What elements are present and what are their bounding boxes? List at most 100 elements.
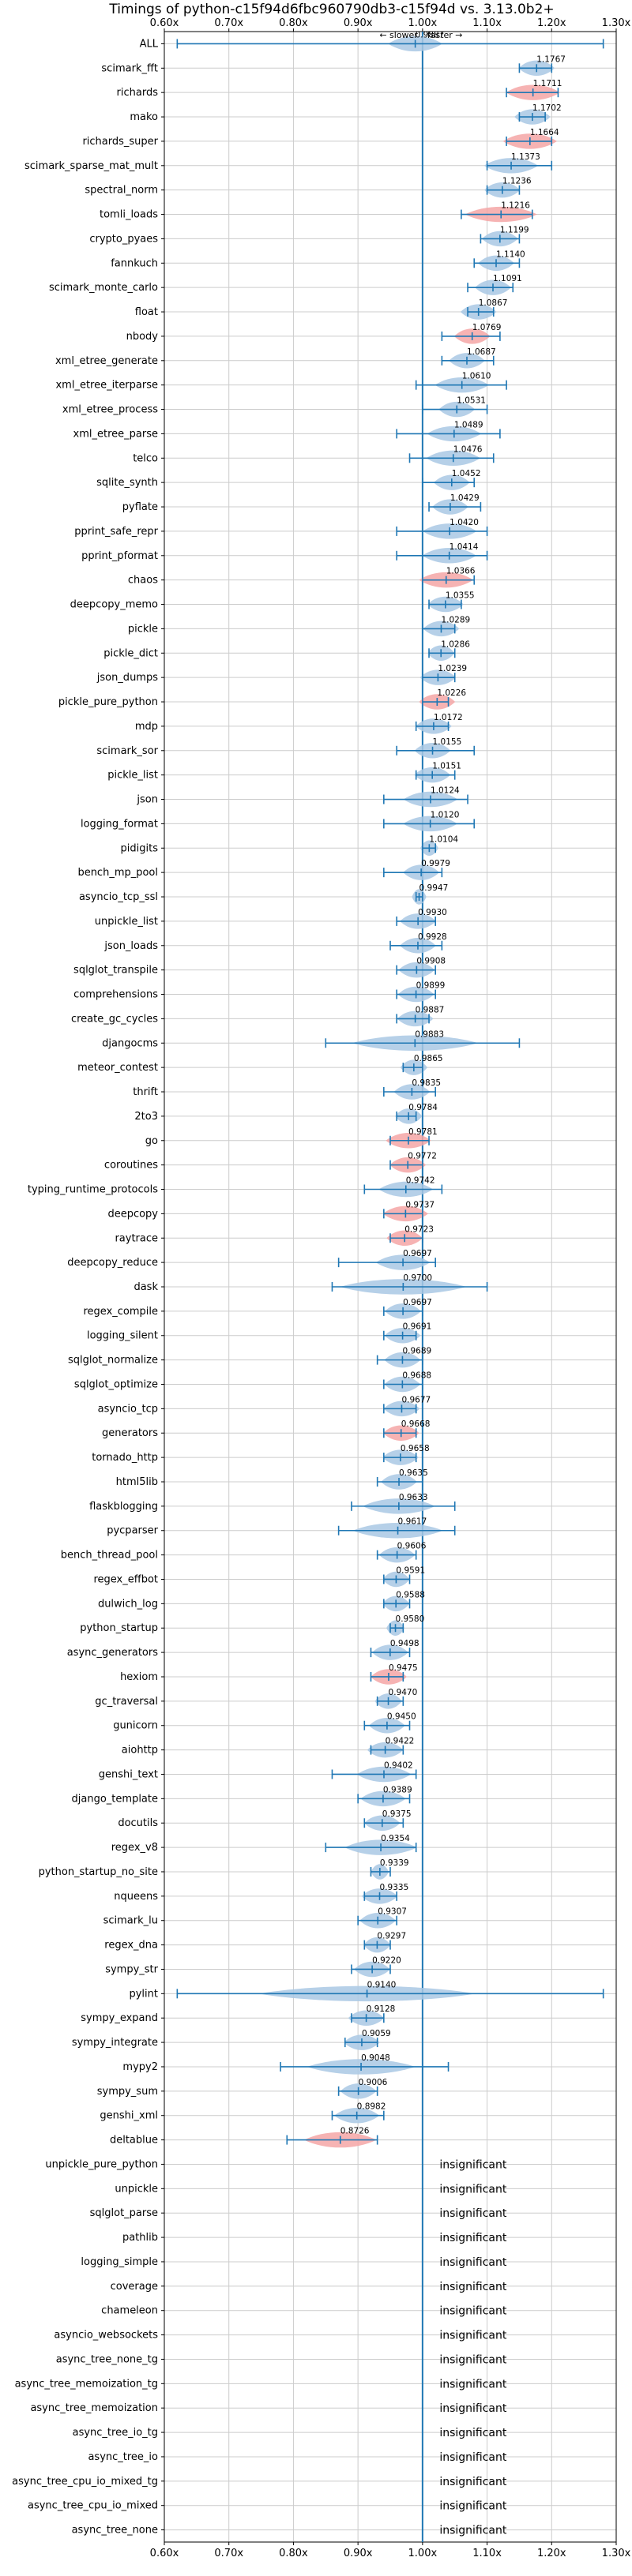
value-label: 0.9498 — [390, 1639, 419, 1648]
value-label: 0.9887 — [416, 30, 445, 39]
row-label: xml_etree_generate — [55, 355, 158, 367]
value-label: 0.8982 — [357, 2102, 386, 2112]
value-label: 1.0420 — [450, 518, 479, 527]
value-label: 0.9658 — [401, 1444, 430, 1453]
row-label: genshi_xml — [100, 2110, 158, 2122]
row-label: sqlglot_parse — [90, 2207, 158, 2219]
value-label: 0.9389 — [383, 1785, 412, 1794]
row-label: regex_effbot — [93, 1573, 158, 1585]
value-label: 1.0120 — [431, 810, 460, 819]
value-label: 1.0610 — [462, 372, 491, 381]
value-label: 1.1199 — [500, 225, 529, 234]
value-label: 0.9402 — [384, 1760, 413, 1770]
row-label: tornado_http — [92, 1452, 158, 1464]
insignificant-label: insignificant — [439, 2207, 507, 2220]
row-label: regex_v8 — [111, 1842, 158, 1854]
row-label: logging_format — [81, 818, 158, 830]
row-label: sympy_integrate — [72, 2037, 158, 2049]
slower-label: ← slower — [379, 30, 418, 40]
value-label: 1.0151 — [432, 762, 461, 771]
row-label: richards — [117, 87, 159, 99]
row-label: pprint_safe_repr — [74, 526, 158, 538]
value-label: 1.0366 — [446, 567, 476, 576]
value-label: 0.9930 — [418, 908, 447, 917]
insignificant-label: insignificant — [439, 2525, 507, 2537]
value-label: 0.9591 — [396, 1565, 425, 1575]
x-tick-label-bottom: 1.00x — [408, 2548, 438, 2559]
row-label: sympy_str — [105, 1963, 158, 1975]
value-label: 1.0476 — [453, 444, 483, 454]
value-label: 0.9723 — [404, 1224, 434, 1234]
row-label: python_startup — [80, 1622, 158, 1634]
row-label: chameleon — [101, 2305, 158, 2317]
row-label: gc_traversal — [95, 1696, 158, 1708]
value-label: 1.1702 — [532, 103, 562, 113]
row-label: xml_etree_parse — [73, 428, 158, 440]
insignificant-label: insignificant — [439, 2378, 507, 2390]
row-label: deepcopy_reduce — [67, 1257, 158, 1269]
value-label: 0.9883 — [415, 1029, 444, 1039]
value-label: 1.1711 — [533, 79, 562, 88]
value-label: 0.9635 — [399, 1468, 428, 1478]
row-label: coroutines — [104, 1160, 158, 1172]
value-label: 0.9668 — [401, 1419, 431, 1429]
value-label: 1.0867 — [479, 298, 508, 308]
row-label: async_tree_cpu_io_mixed_tg — [12, 2476, 158, 2488]
value-label: 1.0172 — [434, 713, 463, 722]
value-label: 0.9697 — [403, 1298, 432, 1307]
row-label: mako — [130, 111, 158, 123]
value-label: 1.1373 — [511, 152, 540, 162]
insignificant-label: insignificant — [439, 2402, 507, 2415]
row-label: pprint_pformat — [81, 550, 158, 562]
value-label: 1.1767 — [536, 54, 566, 64]
row-label: logging_simple — [81, 2256, 158, 2268]
value-label: 1.0429 — [450, 493, 480, 503]
value-label: 0.8726 — [340, 2127, 370, 2136]
row-label: asyncio_tcp — [98, 1403, 158, 1415]
value-label: 0.9700 — [403, 1273, 432, 1283]
row-label: spectral_norm — [85, 185, 158, 197]
insignificant-label: insignificant — [439, 2158, 507, 2171]
row-label: unpickle_list — [95, 916, 158, 928]
value-label: 1.0769 — [472, 323, 502, 332]
value-label: 1.0286 — [441, 639, 470, 649]
value-label: 0.9784 — [408, 1103, 438, 1112]
insignificant-label: insignificant — [439, 2281, 507, 2293]
row-label: dask — [134, 1281, 158, 1293]
row-label: async_tree_none_tg — [56, 2353, 158, 2365]
row-label: asyncio_websockets — [54, 2330, 158, 2342]
row-label: chaos — [128, 575, 158, 587]
row-label: async_tree_memoization_tg — [15, 2378, 158, 2390]
row-label: json — [136, 794, 158, 806]
row-label: async_tree_none — [72, 2525, 158, 2537]
faster-label: faster → — [427, 30, 463, 40]
row-label: html5lib — [116, 1476, 158, 1488]
value-label: 1.1216 — [501, 201, 530, 211]
row-label: xml_etree_iterparse — [55, 380, 158, 392]
insignificant-label: insignificant — [439, 2476, 507, 2488]
value-label: 0.9339 — [380, 1858, 409, 1868]
row-label: bench_thread_pool — [61, 1550, 158, 1562]
value-label: 1.0452 — [452, 469, 481, 478]
row-label: ALL — [140, 38, 159, 50]
row-label: pathlib — [122, 2232, 158, 2244]
value-label: 0.9947 — [419, 883, 449, 893]
x-tick-label-bottom: 0.90x — [344, 2548, 373, 2559]
row-label: gunicorn — [113, 1720, 158, 1732]
value-label: 0.9697 — [403, 1249, 432, 1258]
row-label: pickle — [128, 623, 158, 635]
value-label: 1.1140 — [496, 249, 525, 259]
insignificant-label: insignificant — [439, 2353, 507, 2366]
value-label: 0.9220 — [372, 1955, 401, 1965]
insignificant-label: insignificant — [439, 2232, 507, 2244]
value-label: 0.9606 — [397, 1542, 427, 1551]
x-tick-label-bottom: 0.60x — [150, 2548, 179, 2559]
value-label: 0.9354 — [381, 1834, 410, 1843]
row-label: hexiom — [120, 1671, 158, 1683]
value-label: 0.9307 — [378, 1907, 407, 1917]
row-label: regex_dna — [104, 1940, 158, 1952]
x-tick-label-top: 0.80x — [279, 17, 308, 29]
row-label: deepcopy_memo — [70, 599, 158, 611]
row-label: sqlglot_transpile — [73, 965, 158, 977]
